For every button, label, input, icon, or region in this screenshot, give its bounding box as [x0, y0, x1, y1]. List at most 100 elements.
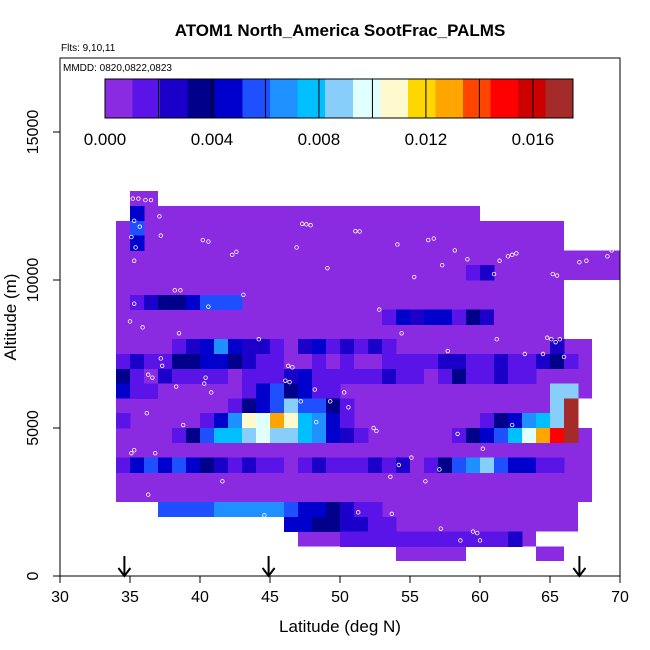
heatmap-cell-167 [522, 428, 537, 444]
heatmap-cell-129 [116, 413, 131, 429]
flight-point-11 [206, 239, 211, 244]
heatmap-cell-17 [424, 309, 439, 325]
flight-point-43 [256, 337, 261, 342]
heatmap-cell-93 [396, 368, 411, 384]
heatmap-cell-231 [396, 531, 411, 547]
heatmap-cell-100 [494, 368, 509, 384]
heatmap-cell-113 [312, 383, 327, 399]
flight-point-40 [206, 304, 211, 309]
heatmap-cell-160 [340, 428, 355, 444]
heatmap-cell-66 [480, 354, 495, 370]
heatmap-cell-56 [340, 354, 355, 370]
heatmap-cell-22 [494, 309, 509, 325]
colorbar-segment-4 [215, 79, 243, 118]
heatmap-cell-144 [522, 413, 537, 429]
heatmap-cell-121 [270, 398, 285, 414]
y-tick-label: 5000 [25, 410, 42, 446]
heatmap-cell-9 [172, 294, 187, 310]
heatmap-cell-220 [298, 516, 313, 532]
heatmap-cell-6 [130, 294, 145, 310]
heatmap-cell-51 [270, 354, 285, 370]
x-tick-label: 45 [261, 589, 279, 606]
y-axis-title: Altitude (m) [1, 274, 20, 361]
heatmap-cell-73 [116, 368, 131, 384]
heatmap-cell-15 [396, 309, 411, 325]
heatmap-cell-200 [522, 457, 537, 473]
heatmap-cell-54 [312, 354, 327, 370]
flight-point-33 [613, 243, 618, 249]
heatmap-cell-102 [522, 368, 537, 384]
flight-track-points [127, 196, 618, 543]
mmdd-annotation: MMDD: 0820,0822,0823 [63, 63, 172, 74]
heatmap-cell-134 [256, 413, 271, 429]
flight-point-74 [540, 351, 546, 357]
colorbar-tick-label: 0.016 [512, 130, 555, 149]
heatmap-cell-87 [312, 368, 327, 384]
heatmap-cell-137 [298, 413, 313, 429]
heatmap-cell-153 [242, 428, 257, 444]
flight-point-86 [470, 529, 476, 534]
heatmap-cell-232 [410, 531, 425, 547]
heatmap-cell-185 [312, 457, 327, 473]
heatmap-cell-222 [326, 516, 341, 532]
heatmap-cell-132 [228, 413, 243, 429]
colorbar-tick-labels: 0.000 0.004 0.008 0.012 0.016 [84, 130, 554, 149]
heatmap-cell-120 [256, 398, 271, 414]
heatmap-cell-174 [158, 457, 173, 473]
flight-point-67 [396, 462, 401, 468]
flight-point-29 [577, 260, 582, 265]
heatmap-cell-204 [172, 502, 187, 518]
heatmap-cell-211 [270, 502, 285, 518]
heatmap-cell-82 [242, 368, 257, 384]
lat-arrow-0 [117, 556, 132, 578]
heatmap-cell-179 [228, 457, 243, 473]
heatmap-cell-208 [228, 502, 243, 518]
heatmap-cell-43 [158, 354, 173, 370]
flight-point-20 [426, 237, 431, 243]
heatmap-cell-205 [186, 502, 201, 518]
flight-point-31 [605, 254, 610, 259]
heatmap-cell-187 [340, 457, 355, 473]
heatmap-cell-239 [508, 531, 523, 547]
x-tick-label: 60 [471, 589, 489, 606]
flight-point-103 [491, 271, 497, 277]
flight-point-53 [159, 363, 165, 369]
heatmap-cell-171 [116, 457, 131, 473]
flight-point-71 [455, 431, 460, 437]
heatmap-cell-217 [354, 502, 369, 518]
heatmap-cell-52 [284, 354, 299, 370]
heatmap-cell-71 [550, 354, 565, 370]
heatmap-cell-135 [270, 413, 285, 429]
heatmap-cell-236 [466, 531, 481, 547]
heatmap-cell-74 [130, 368, 145, 384]
heatmap-cell-1 [130, 220, 145, 236]
colorbar-segment-6 [270, 79, 299, 118]
flight-point-100 [294, 245, 299, 250]
heatmap-cell-35 [340, 339, 355, 355]
colorbar [104, 78, 574, 119]
heatmap-cell-7 [144, 294, 159, 310]
x-tick-label: 55 [401, 589, 419, 606]
flight-point-15 [304, 222, 309, 227]
flight-point-62 [314, 419, 319, 425]
flight-point-42 [158, 356, 163, 361]
flight-point-75 [545, 335, 550, 340]
heatmap-cell-104 [130, 383, 145, 399]
heatmap-cell-128 [564, 398, 579, 414]
heatmap-cell-154 [256, 428, 271, 444]
colorbar-segment-5 [242, 79, 271, 118]
chart-title: ATOM1 North_America SootFrac_PALMS [175, 21, 506, 40]
heatmap-cell-212 [284, 502, 299, 518]
heatmap-cell-161 [354, 428, 369, 444]
heatmap-cell-117 [116, 398, 131, 414]
heatmap-cell-127 [550, 398, 565, 414]
flight-point-39 [131, 301, 137, 306]
heatmap-cell-37 [368, 339, 383, 355]
heatmap-cell-150 [200, 428, 215, 444]
lat-arrow-1 [261, 556, 276, 578]
flight-point-88 [477, 538, 483, 543]
flight-point-16 [308, 223, 313, 228]
flight-point-97 [140, 325, 145, 330]
heatmap-cell-60 [396, 354, 411, 370]
